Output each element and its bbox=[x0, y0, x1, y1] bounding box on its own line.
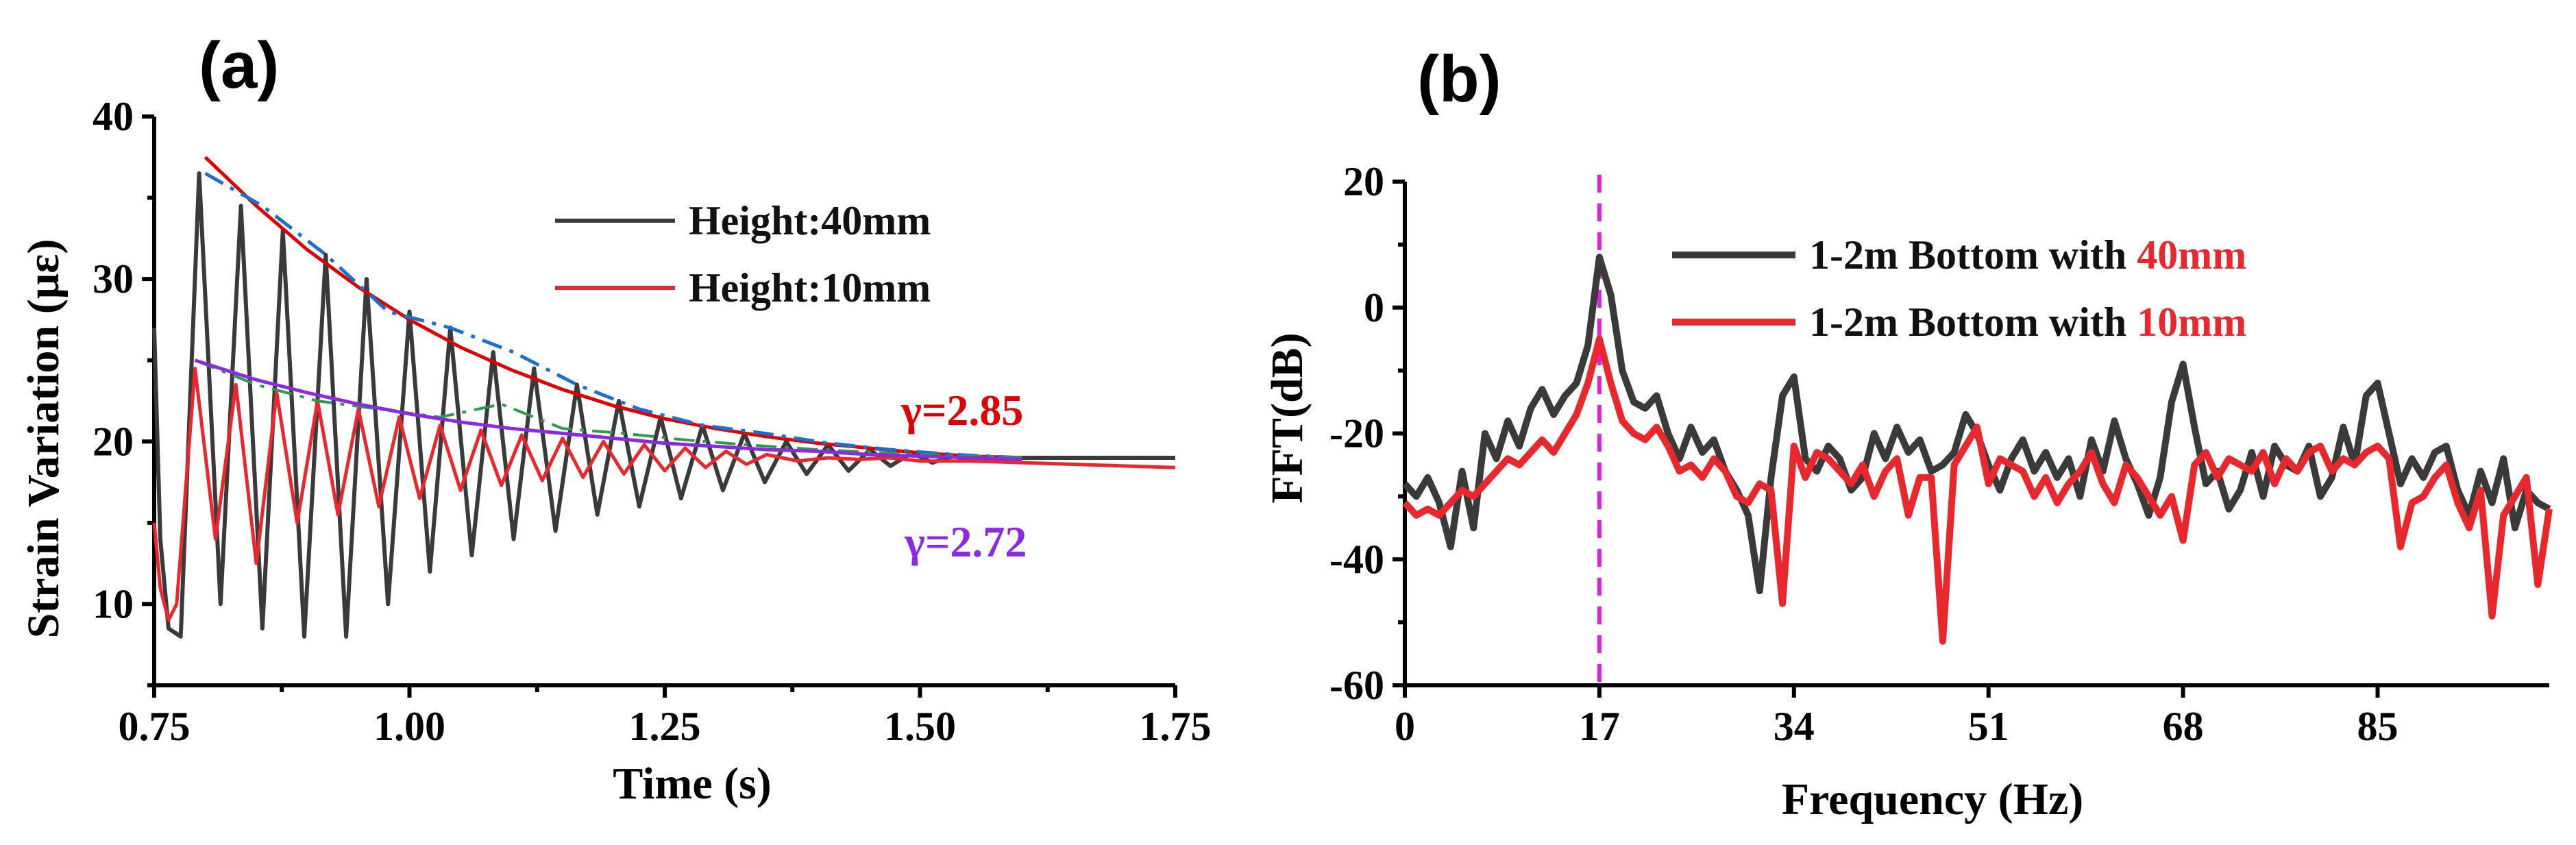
panel-a-x-axis-title: Time (s) bbox=[613, 759, 772, 809]
y-tick-label: -40 bbox=[1329, 537, 1384, 582]
y-tick-label: 20 bbox=[1343, 159, 1384, 204]
panel-a-y-axis-title: Strain Variation (με) bbox=[19, 239, 69, 639]
legend-label-10mm-b: 1-2m Bottom with 10mm bbox=[1809, 299, 2246, 345]
x-tick-label: 85 bbox=[2357, 704, 2399, 749]
legend-label-10mm-b-prefix: 1-2m Bottom with bbox=[1809, 299, 2137, 345]
x-tick-label: 1.00 bbox=[373, 704, 445, 749]
panel-a-legend: Height:40mm Height:10mm bbox=[555, 198, 931, 310]
panel-a: (a) 0.75 1.00 1.25 1.50 1.75 10 20 30 40 Time (s… bbox=[19, 29, 1212, 809]
x-tick-label: 1.50 bbox=[884, 704, 956, 749]
legend-label-40mm-b-prefix: 1-2m Bottom with bbox=[1809, 232, 2137, 278]
y-tick-label: -60 bbox=[1329, 663, 1384, 708]
x-tick-label: 51 bbox=[1968, 704, 2009, 749]
x-tick-label: 68 bbox=[2163, 704, 2204, 749]
legend-label-40mm: Height:40mm bbox=[689, 198, 931, 243]
panel-b: (b) 0 17 34 51 68 85 -60 -40 -20 0 20 Frequency (H… bbox=[1262, 42, 2553, 824]
annotation-gamma-red: γ=2.85 bbox=[900, 386, 1023, 434]
panel-b-series bbox=[1402, 175, 2553, 685]
x-tick-label: 0.75 bbox=[119, 704, 191, 749]
panel-b-x-axis-title: Frequency (Hz) bbox=[1782, 774, 2084, 824]
y-tick-label: -20 bbox=[1329, 411, 1384, 456]
x-tick-label: 0 bbox=[1395, 704, 1415, 749]
y-tick-label: 0 bbox=[1364, 285, 1384, 330]
series-line-1 bbox=[1402, 335, 2553, 645]
y-tick-label: 30 bbox=[93, 256, 134, 302]
series-line-1 bbox=[152, 367, 1176, 622]
legend-label-40mm-b: 1-2m Bottom with 40mm bbox=[1809, 232, 2246, 278]
panel-b-axes: 0 17 34 51 68 85 -60 -40 -20 0 20 bbox=[1329, 159, 2549, 749]
x-tick-label: 17 bbox=[1579, 704, 1620, 749]
legend-label-10mm-b-highlight: 10mm bbox=[2137, 299, 2246, 345]
panel-b-label: (b) bbox=[1417, 42, 1501, 116]
y-tick-label: 10 bbox=[93, 581, 134, 626]
panel-b-y-axis-title: FFT(dB) bbox=[1262, 332, 1312, 503]
panel-a-label: (a) bbox=[199, 29, 279, 102]
x-tick-label: 1.25 bbox=[629, 704, 701, 749]
panel-a-axes: 0.75 1.00 1.25 1.50 1.75 10 20 30 40 bbox=[93, 94, 1212, 749]
panel-a-series bbox=[152, 156, 1176, 639]
legend-label-40mm-b-highlight: 40mm bbox=[2137, 232, 2246, 278]
panel-b-legend: 1-2m Bottom with 40mm 1-2m Bottom with 1… bbox=[1672, 232, 2246, 345]
series-line-3 bbox=[204, 171, 1022, 460]
y-tick-label: 20 bbox=[93, 419, 134, 464]
series-line-5 bbox=[194, 358, 1022, 461]
x-tick-label: 1.75 bbox=[1140, 704, 1212, 749]
legend-label-10mm: Height:10mm bbox=[689, 265, 931, 310]
x-tick-label: 34 bbox=[1774, 704, 1815, 749]
series-line-4 bbox=[194, 358, 1022, 459]
y-tick-label: 40 bbox=[93, 94, 134, 139]
annotation-gamma-purple: γ=2.72 bbox=[904, 517, 1027, 566]
